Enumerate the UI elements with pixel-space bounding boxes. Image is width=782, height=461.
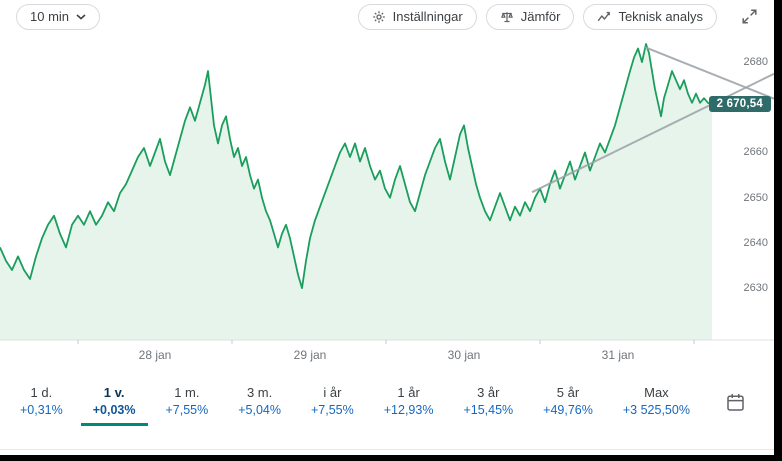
chart-canvas [0, 43, 774, 344]
period-tabs: 1 d. +0,31% 1 v. +0,03% 1 m. +7,55% 3 m. +5,04%… [0, 378, 774, 426]
period-label: i år [323, 384, 342, 400]
period-label: 1 d. [30, 384, 53, 400]
y-axis-label: 2660 [743, 146, 768, 159]
x-axis-label: 31 jan [601, 348, 635, 362]
period-change: +7,55% [311, 402, 354, 417]
period-tab-1d[interactable]: 1 d. +0,31% [8, 378, 75, 426]
expand-icon [742, 9, 757, 24]
period-label: 5 år [556, 384, 580, 400]
date-range-button[interactable] [723, 390, 748, 415]
period-change: +0,03% [92, 402, 136, 417]
expand-chart-button[interactable] [739, 6, 760, 27]
period-tab-5ar[interactable]: 5 år +49,76% [531, 378, 605, 426]
x-axis-label: 28 jan [138, 348, 172, 362]
technical-analysis-button[interactable]: Teknisk analys [583, 3, 717, 30]
period-tab-3ar[interactable]: 3 år +15,45% [451, 378, 525, 426]
period-change: +7,55% [165, 402, 209, 417]
compare-label: Jämför [520, 9, 561, 24]
y-axis-label: 2680 [743, 56, 768, 69]
divider [0, 449, 774, 450]
period-label: 3 år [477, 384, 500, 400]
chart-toolbar: 10 min Inställningar [0, 0, 774, 30]
x-axis-label: 29 jan [293, 348, 327, 362]
technical-analysis-label: Teknisk analys [618, 9, 703, 24]
gear-icon [372, 10, 385, 23]
y-axis-label: 2650 [743, 191, 768, 204]
price-line [0, 43, 713, 290]
trend-line[interactable] [531, 72, 774, 194]
period-change: +12,93% [383, 402, 434, 417]
period-tab-max[interactable]: Max +3 525,50% [611, 378, 702, 426]
settings-button[interactable]: Inställningar [357, 3, 477, 30]
current-price-badge: 2 670,54 [708, 95, 771, 112]
period-tab-3m[interactable]: 3 m. +5,04% [226, 378, 293, 426]
period-label: Max [644, 384, 669, 400]
price-area [0, 44, 712, 340]
y-axis-label: 2640 [743, 236, 768, 249]
y-axis-label: 2630 [743, 282, 768, 295]
period-tab-1v[interactable]: 1 v. +0,03% [80, 378, 148, 426]
settings-label: Inställningar [392, 9, 463, 24]
period-tab-iar[interactable]: i år +7,55% [299, 378, 366, 426]
period-label: 1 m. [174, 384, 200, 400]
x-axis-label: 30 jan [447, 348, 481, 362]
interval-dropdown[interactable]: 10 min [16, 3, 101, 30]
period-change: +0,31% [20, 402, 63, 417]
period-change: +15,45% [463, 402, 514, 417]
period-change: +3 525,50% [622, 402, 690, 417]
line-chart-icon [598, 11, 611, 21]
period-change: +5,04% [238, 402, 281, 417]
calendar-icon [727, 393, 744, 411]
period-label: 1 år [397, 384, 420, 400]
period-tabs-row: 1 d. +0,31% 1 v. +0,03% 1 m. +7,55% 3 m. +5,04%… [8, 378, 702, 426]
trend-line[interactable] [644, 46, 774, 100]
period-label: 3 m. [246, 384, 273, 400]
period-tab-1m[interactable]: 1 m. +7,55% [154, 378, 221, 426]
scale-icon [500, 11, 513, 22]
period-tab-1ar[interactable]: 1 år +12,93% [372, 378, 446, 426]
compare-button[interactable]: Jämför [485, 3, 575, 30]
screen-edge-right [774, 0, 782, 461]
chevron-down-icon [76, 13, 86, 20]
interval-label: 10 min [30, 9, 70, 24]
toolbar-actions: Inställningar Jämför Tek [357, 3, 717, 30]
screen-edge-bottom [0, 455, 782, 461]
period-label: 1 v. [103, 384, 125, 400]
period-change: +49,76% [543, 402, 593, 417]
price-chart[interactable]: 2680 2660 2650 2640 2630 28 jan 29 jan 30 jan 3… [0, 30, 774, 375]
